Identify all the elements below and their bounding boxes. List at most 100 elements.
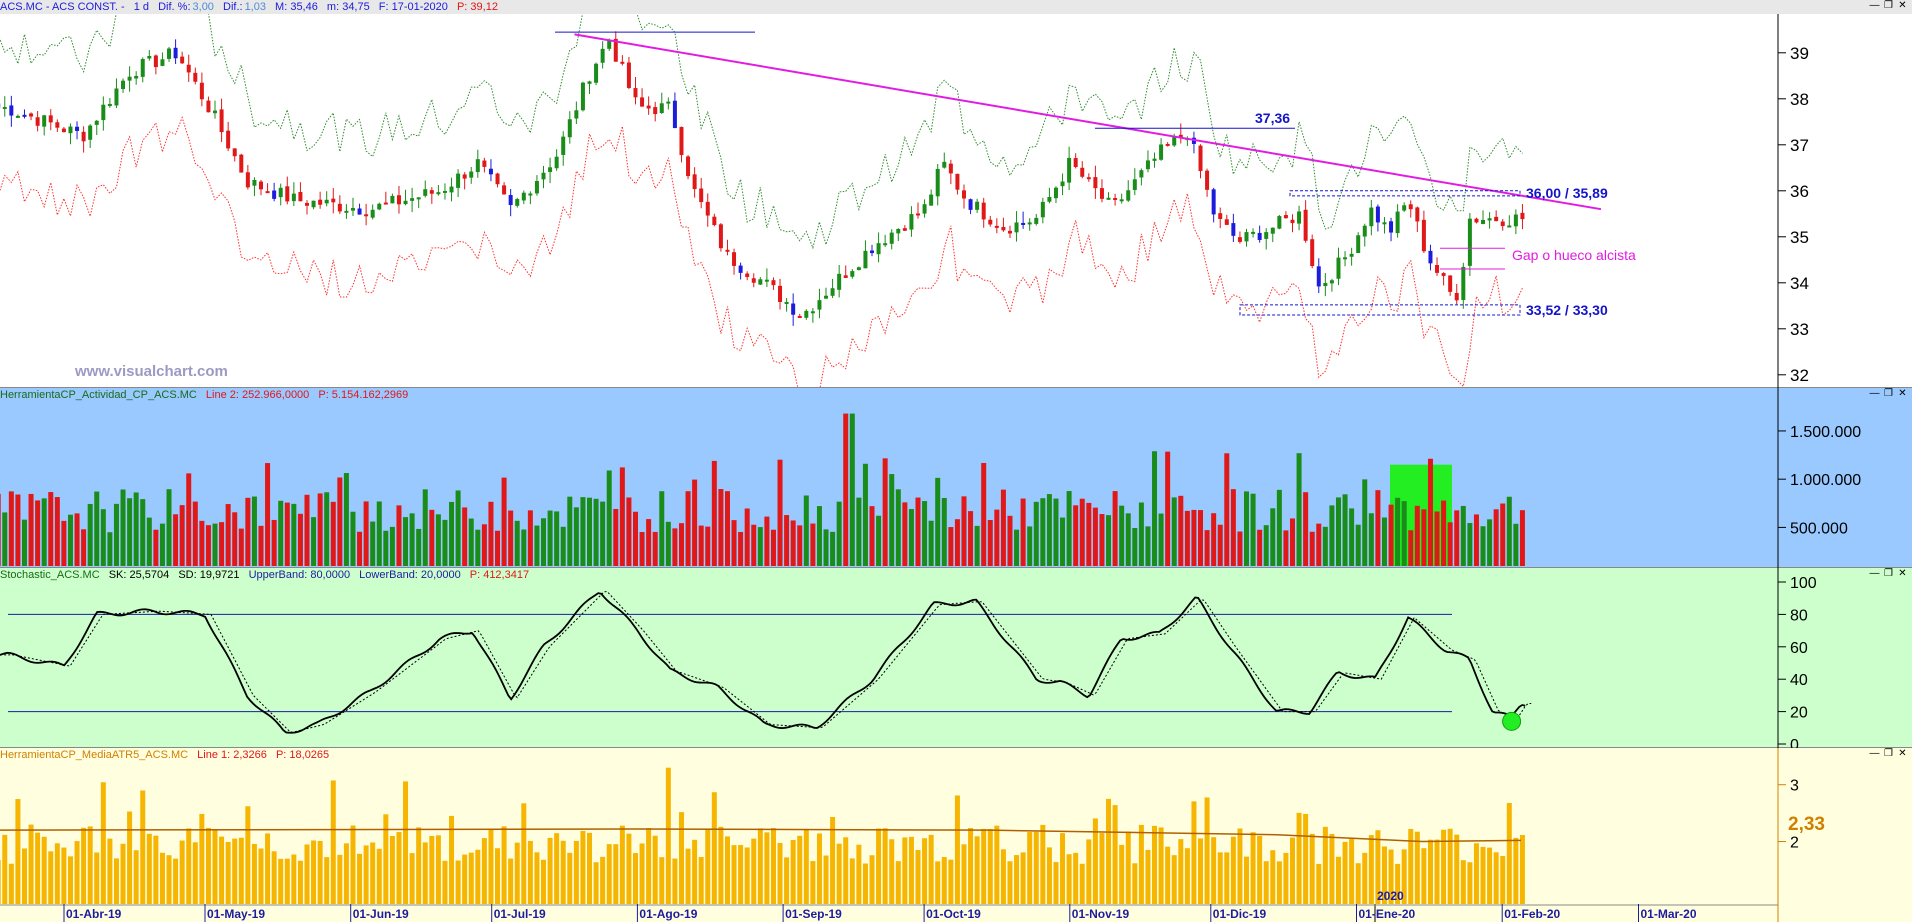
restore-icon[interactable]: ❐ (1884, 0, 1893, 11)
price-candle (396, 195, 401, 205)
volume-bar (619, 467, 625, 566)
volume-bar (1237, 531, 1243, 566)
atr-bar (107, 838, 113, 904)
volume-bar (1191, 509, 1197, 566)
atr-bar (81, 827, 87, 904)
atr-bar (179, 840, 185, 904)
atr-bar (205, 827, 211, 904)
volume-bar (113, 503, 119, 566)
volume-bar (1230, 489, 1236, 566)
price-tick-label: 35 (1790, 228, 1809, 247)
volume-bar (159, 523, 165, 566)
price-candle (213, 110, 218, 114)
atr-bar (403, 781, 409, 904)
close-icon[interactable]: ✕ (1898, 388, 1907, 399)
atr-bar (659, 857, 665, 904)
atr-bar (908, 836, 914, 904)
price-candle (357, 208, 362, 215)
volume-panel[interactable]: 1.500.000 1.000.000 500.000 HerramientaCP_… (0, 388, 1912, 568)
minimize-icon[interactable]: — (1869, 568, 1880, 579)
price-panel[interactable]: 39 38 37 36 35 34 33 32 37,36 36,00 / 35,89 33,52 … (0, 0, 1912, 388)
price-candle (751, 278, 756, 283)
volume-bar (1434, 511, 1440, 566)
stochastic-panel[interactable]: 100 80 60 40 20 0 Stochastic_ACS.MC SK: 25,57… (0, 568, 1912, 748)
atr-bar (1033, 831, 1039, 904)
price-candle (1244, 232, 1249, 242)
price-candle (1494, 216, 1499, 222)
price-candle (304, 202, 309, 206)
price-candle (1408, 204, 1413, 210)
volume-bar (987, 520, 993, 566)
restore-icon[interactable]: ❐ (1884, 388, 1893, 399)
minimize-icon[interactable]: — (1869, 748, 1880, 759)
volume-p-value: P: 5.154.162,2969 (318, 389, 409, 401)
close-icon[interactable]: ✕ (1898, 0, 1907, 11)
volume-bar (954, 519, 960, 566)
price-panel-header: ACS.MC - ACS CONST. - 1 d Dif. %: 3,00 Di… (0, 0, 1912, 14)
atr-bar (429, 835, 435, 904)
atr-bar (632, 853, 638, 904)
atr-bar (1007, 861, 1013, 904)
atr-bar (1020, 852, 1026, 904)
volume-bar (429, 509, 435, 566)
volume-bar (311, 517, 317, 566)
atr-bar (343, 843, 349, 904)
volume-bar (1184, 510, 1190, 566)
price-candle (1205, 170, 1210, 190)
price-candle (1113, 198, 1118, 201)
price-candle (2, 107, 7, 110)
upper-band-line (0, 0, 1523, 250)
atr-bar (836, 843, 842, 904)
atr-bar (1454, 834, 1460, 904)
volume-chart-svg: 1.500.000 1.000.000 500.000 (0, 388, 1861, 568)
price-candle (574, 110, 579, 119)
atr-bar (1513, 837, 1519, 904)
price-candle (653, 107, 658, 115)
atr-panel[interactable]: 3 2 2,33 2020 01-Abr-19 01-May-19 01-Jun-19 01-… (0, 748, 1912, 922)
price-candle (909, 214, 914, 230)
restore-icon[interactable]: ❐ (1884, 748, 1893, 759)
price-candle (1198, 145, 1203, 172)
close-icon[interactable]: ✕ (1898, 568, 1907, 579)
volume-bar (140, 499, 146, 566)
atr-bar (1237, 828, 1243, 904)
minimize-icon[interactable]: — (1869, 0, 1880, 11)
price-candle (186, 64, 191, 73)
price-candle (344, 210, 349, 213)
volume-tick-label: 1.000.000 (1790, 472, 1861, 489)
atr-bar (225, 842, 231, 904)
volume-bar (120, 489, 126, 566)
price-candle (107, 103, 112, 106)
restore-icon[interactable]: ❐ (1884, 568, 1893, 579)
price-candle (1421, 219, 1426, 252)
price-candle (1040, 201, 1045, 218)
volume-bar (28, 493, 34, 566)
price-candle (718, 224, 723, 249)
price-candle (1428, 250, 1433, 264)
price-candle (922, 204, 927, 214)
atr-bar (1000, 849, 1006, 904)
atr-last-value: 2,33 (1788, 814, 1825, 835)
volume-bar (462, 507, 468, 566)
minimize-icon[interactable]: — (1869, 388, 1880, 399)
price-candle (679, 126, 684, 156)
atr-bar (291, 854, 297, 904)
volume-bar (343, 473, 349, 566)
close-icon[interactable]: ✕ (1898, 748, 1907, 759)
atr-bar (396, 832, 402, 904)
volume-bar (1322, 526, 1328, 566)
price-candle (1172, 136, 1177, 146)
volume-bar (1487, 519, 1493, 566)
atr-bar (265, 833, 271, 904)
x-tick-label: 01-Sep-19 (785, 907, 842, 921)
price-candle (534, 180, 539, 194)
atr-bar (1053, 862, 1059, 904)
atr-bar (948, 859, 954, 904)
price-candle (488, 168, 493, 175)
atr-bar (232, 838, 238, 904)
volume-bar (481, 524, 487, 566)
atr-bar (810, 861, 816, 904)
atr-bar (435, 835, 441, 904)
x-tick-label: 01-Abr-19 (66, 907, 122, 921)
atr-p-value: P: 18,0265 (275, 749, 330, 761)
